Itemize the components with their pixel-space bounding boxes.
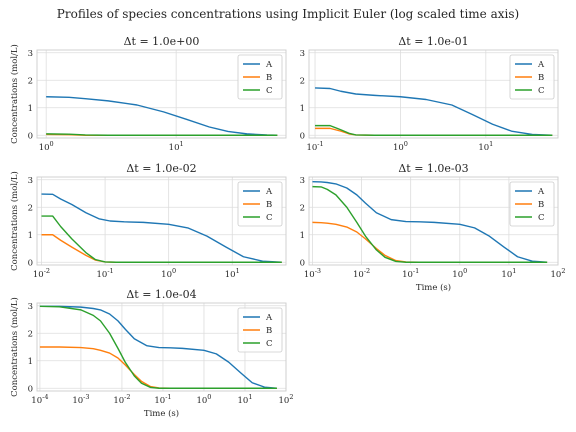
legend-label-B: B xyxy=(266,73,272,83)
subplot-1: 0 1 2 3 100 101 Δt = 1.0e+00 Concentrations (mo… xyxy=(9,35,287,153)
x-tick-label: 100 xyxy=(393,140,408,153)
subplot-2: 0 1 2 3 10-1 100 101 Δt = 1.0e-01 ABC xyxy=(300,35,559,153)
x-tick-label: 101 xyxy=(501,267,516,280)
y-tick-label: 3 xyxy=(300,176,305,186)
legend-label-C: C xyxy=(538,213,545,223)
y-tick-label: 3 xyxy=(28,176,33,186)
x-tick-label: 10-1 xyxy=(96,267,113,280)
legend-label-B: B xyxy=(266,326,272,336)
legend: ABC xyxy=(509,54,555,100)
x-tick-label: 101 xyxy=(478,140,493,153)
x-tick-label: 101 xyxy=(237,393,252,406)
legend-label-A: A xyxy=(537,60,545,70)
subplot-title: Δt = 1.0e-02 xyxy=(126,162,196,175)
x-tick-label: 102 xyxy=(551,267,566,280)
legend: ABC xyxy=(237,181,283,227)
x-tick-label: 101 xyxy=(169,140,184,153)
axes-frame xyxy=(308,176,559,266)
series-line-C xyxy=(46,133,278,136)
subplot-3: 0 1 2 3 10-2 10-1 100 101 Δt = 1.0e-02 Concentrat… xyxy=(9,162,287,280)
x-tick-label: 100 xyxy=(39,140,54,153)
y-tick-label: 2 xyxy=(300,203,305,213)
x-tick-label: 102 xyxy=(279,393,294,406)
y-tick-label: 1 xyxy=(28,357,33,367)
legend-label-A: A xyxy=(265,187,273,197)
series-line-C xyxy=(312,185,548,263)
x-tick-label: 10-1 xyxy=(154,393,171,406)
series-line-C xyxy=(315,124,553,136)
series-line-A xyxy=(46,96,278,136)
series-line-C xyxy=(41,215,282,263)
y-tick-label: 1 xyxy=(300,104,305,114)
x-tick-label: 100 xyxy=(161,267,176,280)
legend-label-C: C xyxy=(266,213,273,223)
x-tick-label: 100 xyxy=(452,267,467,280)
subplot-title: Δt = 1.0e+00 xyxy=(124,35,200,48)
y-tick-label: 2 xyxy=(28,76,33,86)
subplot-title: Δt = 1.0e-04 xyxy=(126,288,196,301)
legend: ABC xyxy=(237,307,283,353)
y-tick-label: 3 xyxy=(28,49,33,59)
x-tick-label: 10-1 xyxy=(306,140,323,153)
x-tick-label: 10-2 xyxy=(353,267,370,280)
series-line-A xyxy=(315,87,553,136)
y-tick-label: 2 xyxy=(28,203,33,213)
y-tick-label: 1 xyxy=(28,104,33,114)
axes-frame xyxy=(36,302,287,392)
y-axis-label: Concentrations (mol/L) xyxy=(9,171,20,271)
series-line-A xyxy=(41,193,282,263)
y-axis-label: Concentrations (mol/L) xyxy=(9,44,20,144)
y-tick-label: 0 xyxy=(28,258,33,268)
x-tick-label: 10-3 xyxy=(304,267,321,280)
y-tick-label: 1 xyxy=(300,231,305,241)
y-tick-label: 2 xyxy=(28,329,33,339)
axes-frame xyxy=(308,49,559,139)
x-tick-label: 101 xyxy=(225,267,240,280)
y-tick-label: 3 xyxy=(28,302,33,312)
y-axis-label: Concentrations (mol/L) xyxy=(9,297,20,397)
legend-label-A: A xyxy=(265,60,273,70)
x-axis-label: Time (s) xyxy=(416,282,451,293)
x-tick-label: 10-1 xyxy=(402,267,419,280)
legend-label-A: A xyxy=(537,187,545,197)
figure-suptitle: Profiles of species concentrations using… xyxy=(57,7,519,21)
x-tick-label: 10-2 xyxy=(33,267,50,280)
legend-label-B: B xyxy=(538,73,544,83)
subplot-title: Δt = 1.0e-03 xyxy=(398,162,468,175)
x-axis-label: Time (s) xyxy=(144,408,179,419)
legend: ABC xyxy=(237,54,283,100)
y-tick-label: 0 xyxy=(300,131,305,141)
series-line-A xyxy=(312,180,548,263)
axes-frame xyxy=(36,49,287,139)
legend-label-C: C xyxy=(266,339,273,349)
legend-label-B: B xyxy=(538,200,544,210)
subplot-title: Δt = 1.0e-01 xyxy=(398,35,468,48)
axes-frame xyxy=(36,176,287,266)
y-tick-label: 3 xyxy=(300,49,305,59)
series-line-C xyxy=(39,305,277,389)
x-tick-label: 10-4 xyxy=(31,393,48,406)
y-tick-label: 1 xyxy=(28,231,33,241)
y-tick-label: 0 xyxy=(300,258,305,268)
series-line-A xyxy=(39,305,277,389)
legend-label-C: C xyxy=(266,86,273,96)
x-tick-label: 10-2 xyxy=(113,393,130,406)
subplot-5: 0 1 2 3 10-4 10-3 10-2 10-1 100 101 102 Δt = 1.0e-0… xyxy=(9,288,293,419)
y-tick-label: 2 xyxy=(300,76,305,86)
y-tick-label: 0 xyxy=(28,131,33,141)
x-tick-label: 10-3 xyxy=(72,393,89,406)
y-tick-label: 0 xyxy=(28,384,33,394)
legend-label-C: C xyxy=(538,86,545,96)
legend: ABC xyxy=(509,181,555,227)
subplot-4: 0 1 2 3 10-3 10-2 10-1 100 101 102 Δt = 1.0e-03 Tim… xyxy=(300,162,566,293)
x-tick-label: 100 xyxy=(196,393,211,406)
legend-label-A: A xyxy=(265,313,273,323)
legend-label-B: B xyxy=(266,200,272,210)
